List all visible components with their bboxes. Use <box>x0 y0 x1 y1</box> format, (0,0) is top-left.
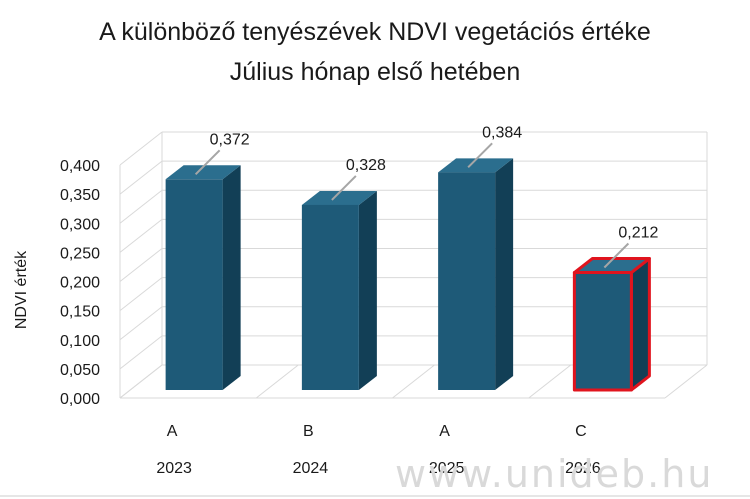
value-leader-line <box>194 149 221 176</box>
y-tick-label: 0,400 <box>60 158 100 175</box>
bar-side <box>222 165 241 390</box>
floor-divider <box>255 364 299 399</box>
bar-front <box>572 271 633 392</box>
value-label: 0,212 <box>618 225 658 242</box>
value-leader-line <box>603 242 630 269</box>
year-label: 2023 <box>156 460 192 477</box>
bar-side <box>495 158 514 390</box>
bar-front <box>438 172 496 390</box>
side-gridline <box>119 131 163 166</box>
bar-top <box>165 165 241 180</box>
y-tick-label: 0,150 <box>60 304 100 321</box>
y-tick-label: 0,100 <box>60 333 100 350</box>
value-leader-line <box>331 175 357 201</box>
floor-divider <box>119 364 163 399</box>
y-tick-label: 0,250 <box>60 245 100 262</box>
group-label: B <box>303 423 314 440</box>
year-label: 2026 <box>565 460 601 477</box>
bar-front <box>165 179 223 390</box>
floor-divider <box>392 364 435 399</box>
y-tick-label: 0,000 <box>60 391 100 408</box>
value-label: 0,372 <box>210 131 250 148</box>
year-label: 2024 <box>293 460 329 477</box>
side-gridline <box>119 248 163 282</box>
value-leader-line <box>467 142 493 169</box>
bar-side <box>629 257 651 392</box>
chart-title-line2: Július hónap első hetében <box>229 58 521 86</box>
bar-front <box>301 204 359 390</box>
y-tick-label: 0,050 <box>60 362 100 379</box>
side-gridline <box>119 277 163 312</box>
bar-top <box>301 190 377 205</box>
y-tick-label: 0,300 <box>60 216 100 233</box>
bar-top <box>438 158 514 173</box>
value-label: 0,328 <box>346 157 386 174</box>
group-label: A <box>167 423 178 440</box>
side-gridline <box>119 335 163 370</box>
floor-divider <box>528 364 572 399</box>
side-gridline <box>119 189 163 224</box>
side-gridline <box>119 160 163 195</box>
y-tick-label: 0,350 <box>60 187 100 204</box>
year-label: 2025 <box>429 460 465 477</box>
side-gridline <box>119 306 163 341</box>
bar-side <box>358 190 377 390</box>
bottom-divider <box>0 495 750 497</box>
y-tick-label: 0,200 <box>60 275 100 292</box>
group-label: C <box>575 423 587 440</box>
value-label: 0,384 <box>482 124 522 141</box>
chart-title-line1: A különböző tenyészévek NDVI vegetációs … <box>99 18 651 46</box>
group-label: A <box>439 423 450 440</box>
floor-divider <box>664 364 708 399</box>
watermark: www.unideb.hu <box>395 452 714 496</box>
side-gridline <box>119 218 163 253</box>
